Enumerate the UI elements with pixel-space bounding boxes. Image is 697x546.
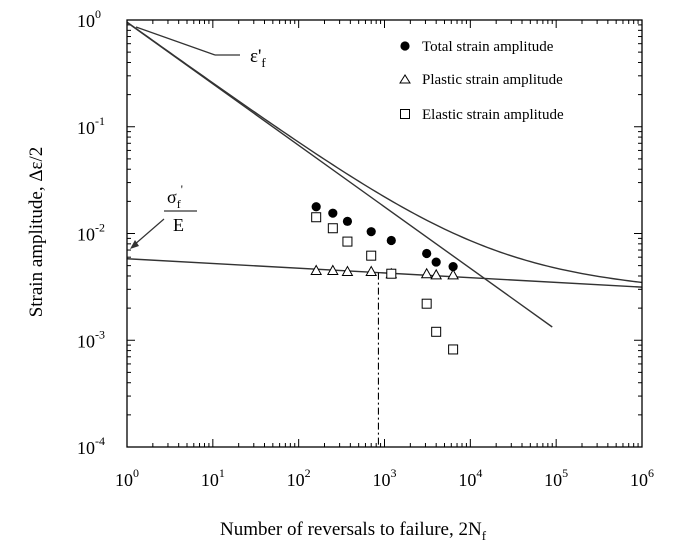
legend-marker-elastic — [400, 109, 410, 119]
fatigue-strength-numerator: σf' — [167, 182, 183, 211]
plastic-strain-point — [341, 265, 354, 277]
legend-marker-total — [400, 41, 410, 51]
plot-frame — [126, 19, 643, 448]
fatigue-strength-annotation: σf' E — [130, 182, 197, 249]
legend-marker-plastic — [399, 74, 411, 84]
y-axis-label: Strain amplitude, Δε/2 — [26, 147, 47, 318]
y-tick-label: 10-4 — [77, 434, 105, 458]
elastic-strain-point — [386, 268, 397, 279]
total-strain-point — [342, 216, 353, 226]
elastic-strain-point — [311, 212, 322, 223]
plastic-strain-point — [430, 268, 443, 280]
plastic-strain-point — [326, 264, 339, 276]
markers-layer — [310, 202, 459, 355]
x-tick-label: 104 — [458, 466, 482, 490]
total-strain-point — [431, 257, 441, 267]
elastic-strain-point — [327, 223, 338, 234]
x-tick-label: 101 — [201, 466, 225, 490]
x-tick-label: 102 — [287, 466, 311, 490]
total-strain-point — [328, 208, 338, 218]
total-strain-point — [311, 202, 321, 212]
fatigue-ductility-leader — [135, 26, 216, 56]
elastic-strain-point — [431, 326, 442, 337]
y-tick-label: 100 — [77, 7, 101, 31]
plastic-strain-point — [447, 268, 459, 280]
fatigue-strength-leader — [133, 218, 165, 246]
ticks-layer — [126, 20, 642, 448]
x-axis-label: Number of reversals to failure, 2Nf — [220, 519, 487, 543]
x-tick-label: 103 — [373, 466, 397, 490]
legend-label-plastic: Plastic strain amplitude — [422, 72, 563, 88]
fatigue-ductility-annotation: ε'f — [135, 26, 266, 70]
elastic-strain-point — [366, 250, 377, 261]
x-tick-label: 100 — [115, 466, 139, 490]
x-tick-label: 105 — [544, 466, 568, 490]
plastic-strain-point — [365, 265, 378, 277]
x-tick-label: 106 — [630, 466, 654, 490]
legend-label-total: Total strain amplitude — [422, 39, 554, 55]
y-tick-label: 10-1 — [77, 114, 105, 138]
total-strain-point — [448, 261, 458, 272]
total-strain-point — [366, 227, 376, 237]
tick-labels-layer: 100 101 102 103 104 105 106 100 10-1 10-2 10-3 10-4 — [77, 7, 654, 490]
fit-lines-layer — [126, 21, 643, 447]
legend-label-elastic: Elastic strain amplitude — [422, 107, 564, 123]
elastic-strain-point — [342, 236, 353, 247]
plastic-strain-point — [310, 264, 323, 276]
plastic-strain-point — [420, 267, 433, 279]
elastic-strain-point — [421, 298, 432, 309]
total-fit-curve — [126, 21, 643, 284]
y-tick-label: 10-2 — [77, 221, 105, 245]
plastic-fit-line — [126, 258, 643, 288]
elastic-strain-point — [448, 344, 459, 355]
legend: Total strain amplitude Plastic strain am… — [399, 39, 564, 123]
fatigue-ductility-label: ε'f — [250, 46, 266, 70]
total-strain-point — [422, 248, 432, 259]
y-tick-label: 10-3 — [77, 327, 105, 351]
fatigue-strength-denominator: E — [173, 215, 184, 235]
fatigue-strength-arrowhead — [130, 240, 139, 249]
total-strain-point — [386, 235, 396, 246]
